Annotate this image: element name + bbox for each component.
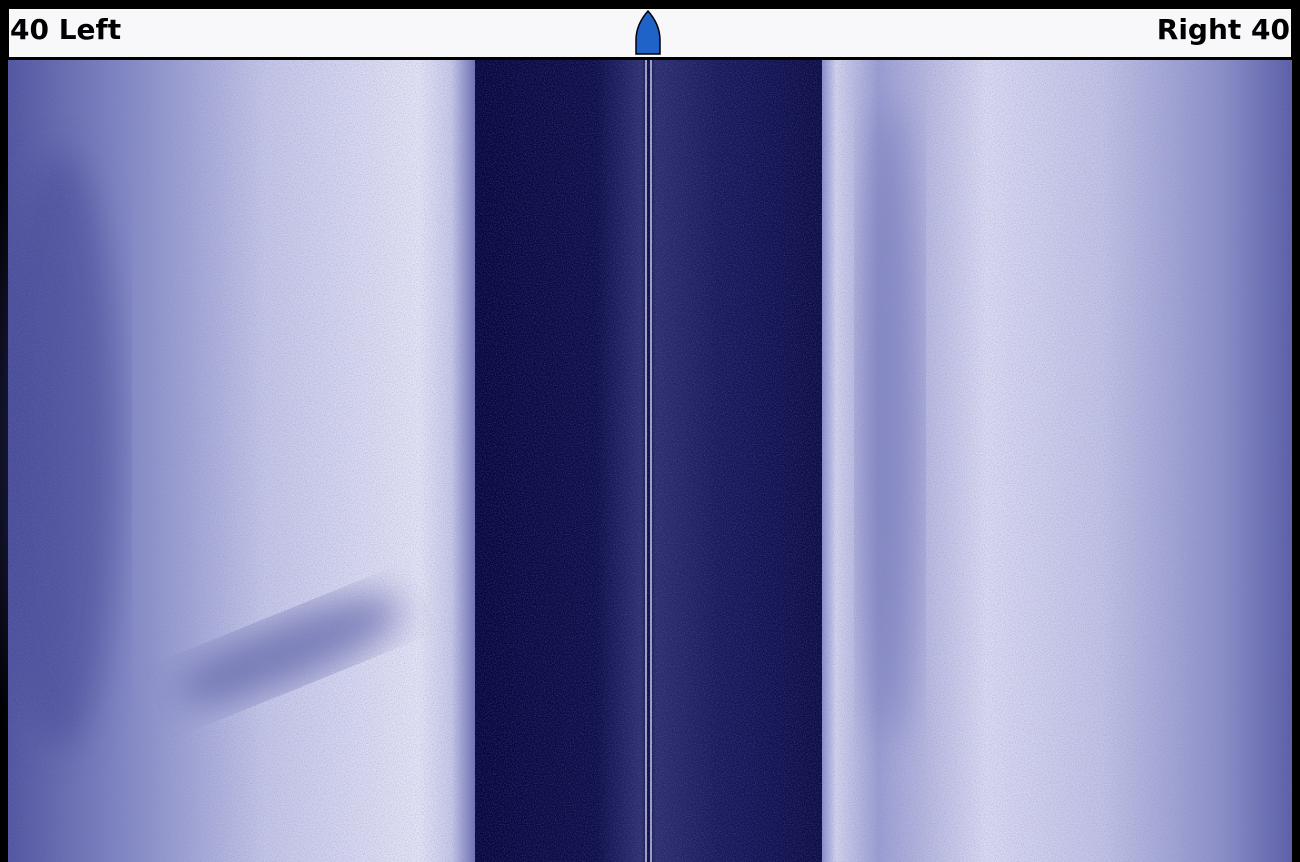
boat-icon <box>635 9 661 55</box>
sonar-noise <box>8 60 1292 862</box>
right-range-label: Right 40 <box>1157 13 1290 46</box>
left-range-label: 40 Left <box>10 13 121 46</box>
